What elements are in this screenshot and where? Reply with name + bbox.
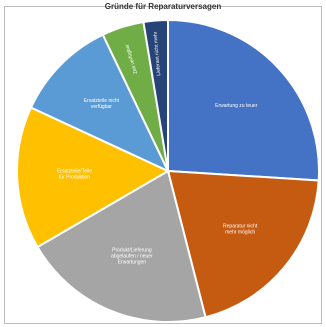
pie-slice [29, 33, 171, 174]
chart-title: Gründe für Reparaturversagen [104, 2, 222, 11]
slice-label: Ersatzteile nicht verfügbar [84, 98, 120, 110]
slice-label: Ersatzteile/Teile für Produktion [57, 168, 92, 180]
pie-slice [142, 18, 169, 172]
pie-slice [16, 106, 171, 249]
pie-slice [166, 169, 320, 319]
pie-slice [167, 18, 320, 182]
pie-slice [36, 169, 207, 323]
slice-label: Lieferant nicht mehr [153, 31, 163, 76]
slice-label: Reparatur nicht mehr möglich [223, 224, 258, 236]
slice-label: Erwartung zu teuer [215, 103, 258, 109]
slice-label: Produkt/Lieferung abgelaufen / neuer Erwar… [111, 247, 153, 265]
